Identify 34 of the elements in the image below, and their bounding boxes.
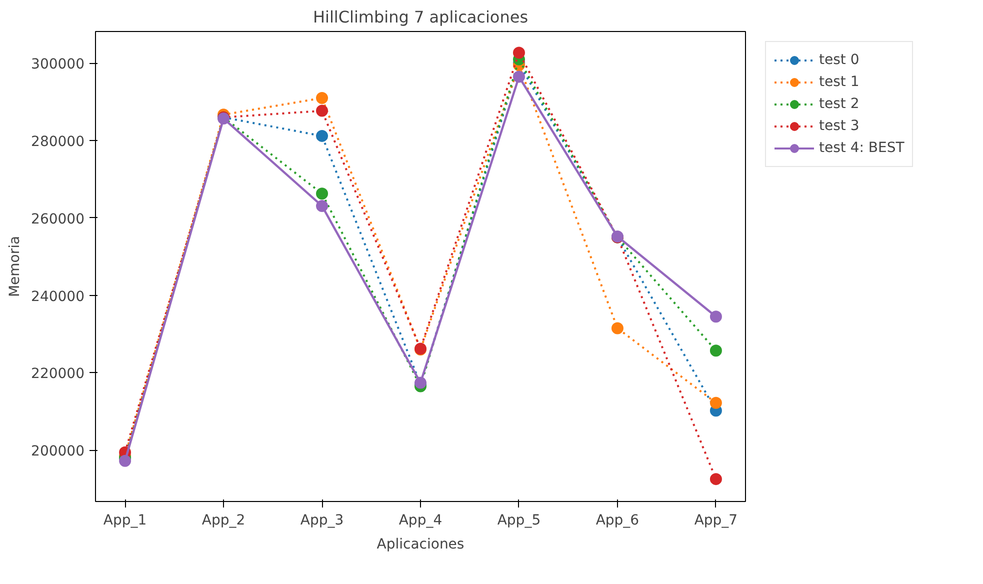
point bbox=[611, 322, 624, 334]
x-tick-label: App_7 bbox=[694, 512, 738, 528]
y-tick-label: 240000 bbox=[31, 288, 85, 305]
point bbox=[316, 92, 328, 104]
point bbox=[710, 344, 722, 357]
point bbox=[710, 473, 722, 486]
x-tick-label: App_1 bbox=[103, 512, 147, 528]
y-tick-label: 300000 bbox=[31, 56, 85, 73]
point bbox=[512, 46, 525, 59]
legend-label: test 1 bbox=[819, 74, 860, 90]
y-tick-label: 220000 bbox=[31, 366, 85, 382]
point bbox=[512, 70, 525, 83]
point bbox=[710, 396, 722, 409]
x-tick-label: App_6 bbox=[596, 512, 640, 528]
x-tick-label: App_3 bbox=[300, 512, 344, 528]
legend-label: test 3 bbox=[819, 118, 860, 134]
y-tick-label: 260000 bbox=[31, 211, 85, 228]
point bbox=[710, 310, 722, 323]
x-tick-label: App_2 bbox=[202, 512, 246, 528]
y-tick-label: 200000 bbox=[31, 444, 85, 460]
legend-label: test 2 bbox=[819, 96, 860, 112]
point bbox=[316, 188, 328, 200]
point bbox=[316, 200, 328, 212]
point bbox=[316, 130, 328, 142]
point bbox=[119, 454, 132, 467]
legend-label: test 0 bbox=[819, 52, 860, 68]
legend-label: test 4: BEST bbox=[819, 140, 904, 156]
x-tick-label: App_5 bbox=[497, 512, 541, 528]
chart-title: HillClimbing 7 aplicaciones bbox=[312, 8, 528, 26]
x-axis-title: Aplicaciones bbox=[376, 536, 464, 552]
y-tick-label: 280000 bbox=[31, 134, 85, 150]
y-axis-title: Memoria bbox=[7, 236, 24, 298]
x-tick-label: App_4 bbox=[398, 512, 442, 528]
point bbox=[316, 104, 328, 117]
